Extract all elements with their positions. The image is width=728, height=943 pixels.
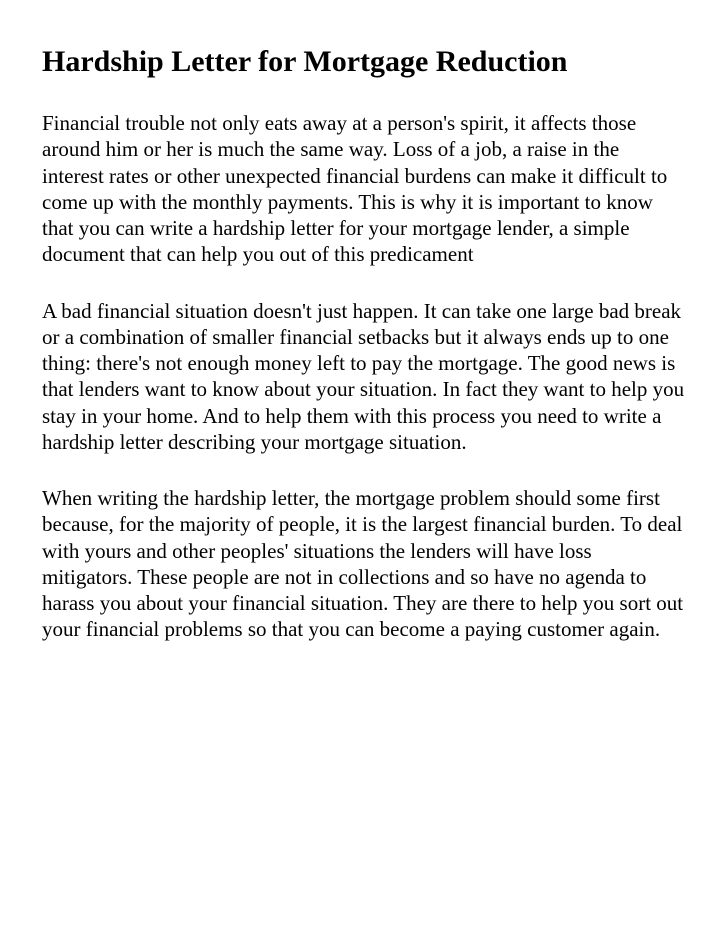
paragraph-3: When writing the hardship letter, the mo… xyxy=(42,485,686,643)
document-page: Hardship Letter for Mortgage Reduction F… xyxy=(0,0,728,713)
paragraph-1: Financial trouble not only eats away at … xyxy=(42,110,686,268)
page-title: Hardship Letter for Mortgage Reduction xyxy=(42,44,686,80)
paragraph-2: A bad financial situation doesn't just h… xyxy=(42,298,686,456)
